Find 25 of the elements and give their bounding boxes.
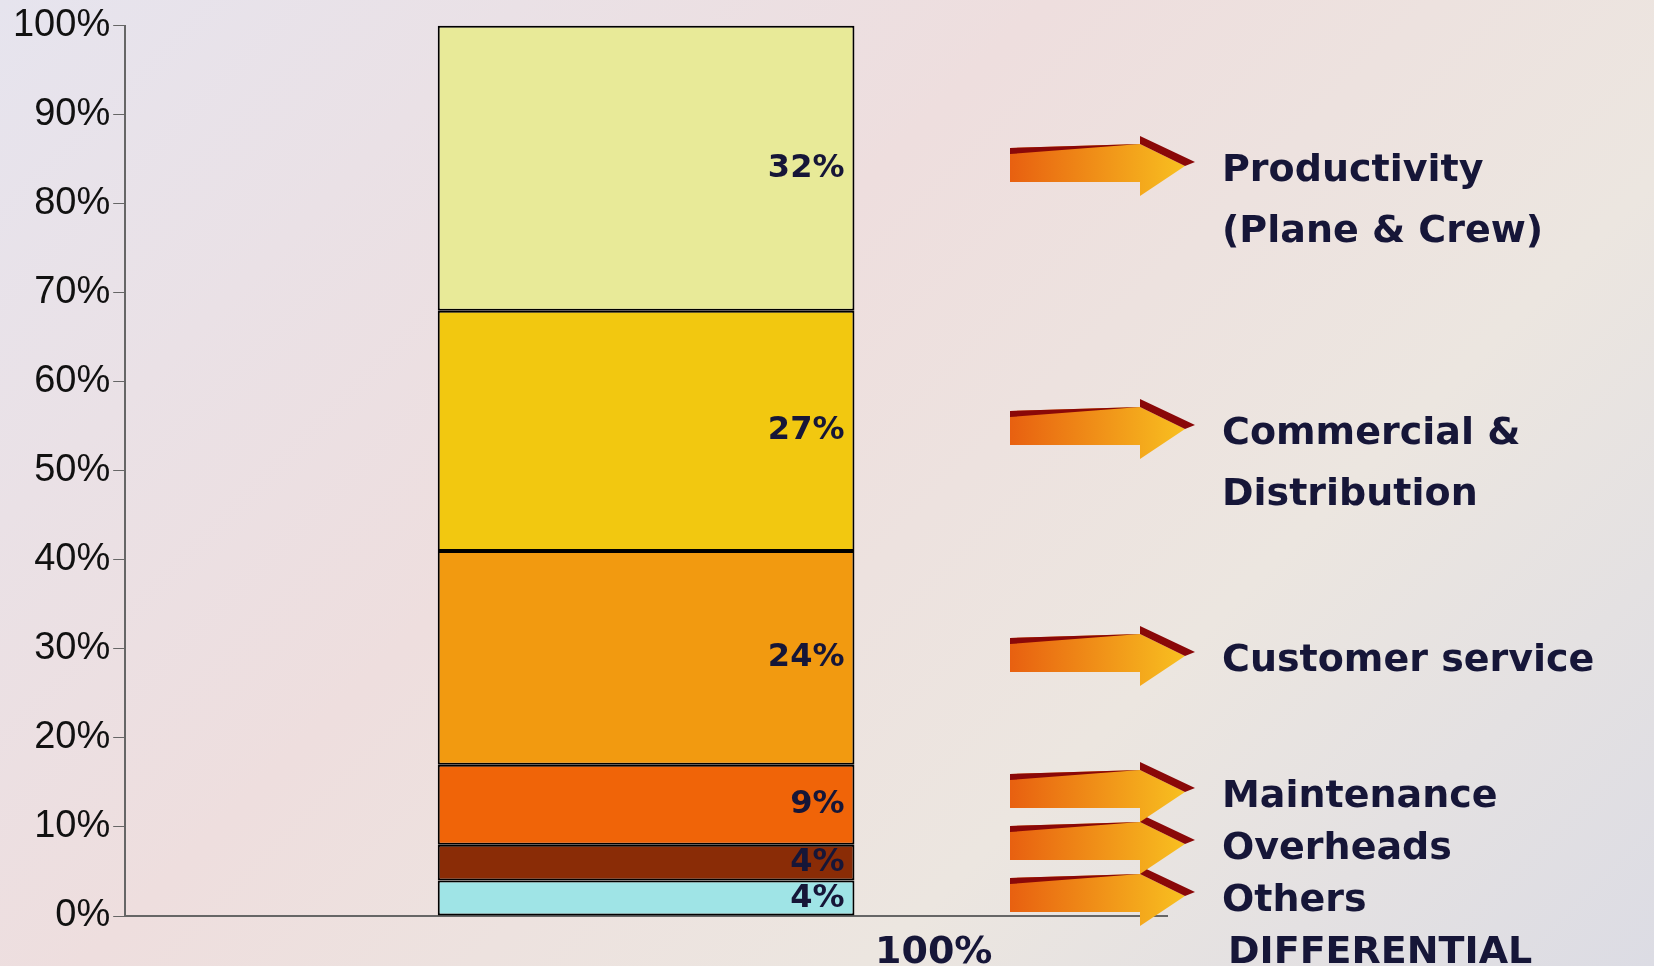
legend-label: Overheads bbox=[1222, 823, 1453, 871]
y-tick-label: 90% bbox=[34, 91, 111, 134]
y-tick-label: 20% bbox=[34, 714, 111, 757]
y-tick-label: 100% bbox=[12, 2, 111, 45]
y-tick-label: 0% bbox=[55, 892, 111, 935]
y-tick-label: 40% bbox=[34, 536, 111, 579]
y-tick-label: 70% bbox=[34, 269, 111, 312]
y-tick-label: 80% bbox=[34, 180, 111, 223]
data-label: 32% bbox=[767, 146, 845, 185]
data-label: 4% bbox=[790, 840, 845, 879]
y-tick-label: 50% bbox=[34, 447, 111, 490]
legend-label: Maintenance bbox=[1222, 771, 1499, 819]
data-label: 4% bbox=[790, 876, 845, 915]
data-label: 27% bbox=[767, 409, 845, 448]
legend-label: Customer service bbox=[1222, 634, 1596, 682]
text: DIFFERENTIAL bbox=[1228, 927, 1533, 966]
data-label: 24% bbox=[767, 636, 845, 675]
data-label: 9% bbox=[790, 783, 845, 822]
y-tick-label: 60% bbox=[34, 358, 111, 401]
total-label: 100% bbox=[875, 927, 993, 966]
legend-label: Commercial & Distribution bbox=[1222, 407, 1522, 516]
y-tick-label: 10% bbox=[34, 803, 111, 846]
y-tick-label: 30% bbox=[34, 625, 111, 668]
legend-label: Productivity (Plane & Crew) bbox=[1222, 145, 1544, 253]
legend-label: Others bbox=[1222, 875, 1368, 923]
